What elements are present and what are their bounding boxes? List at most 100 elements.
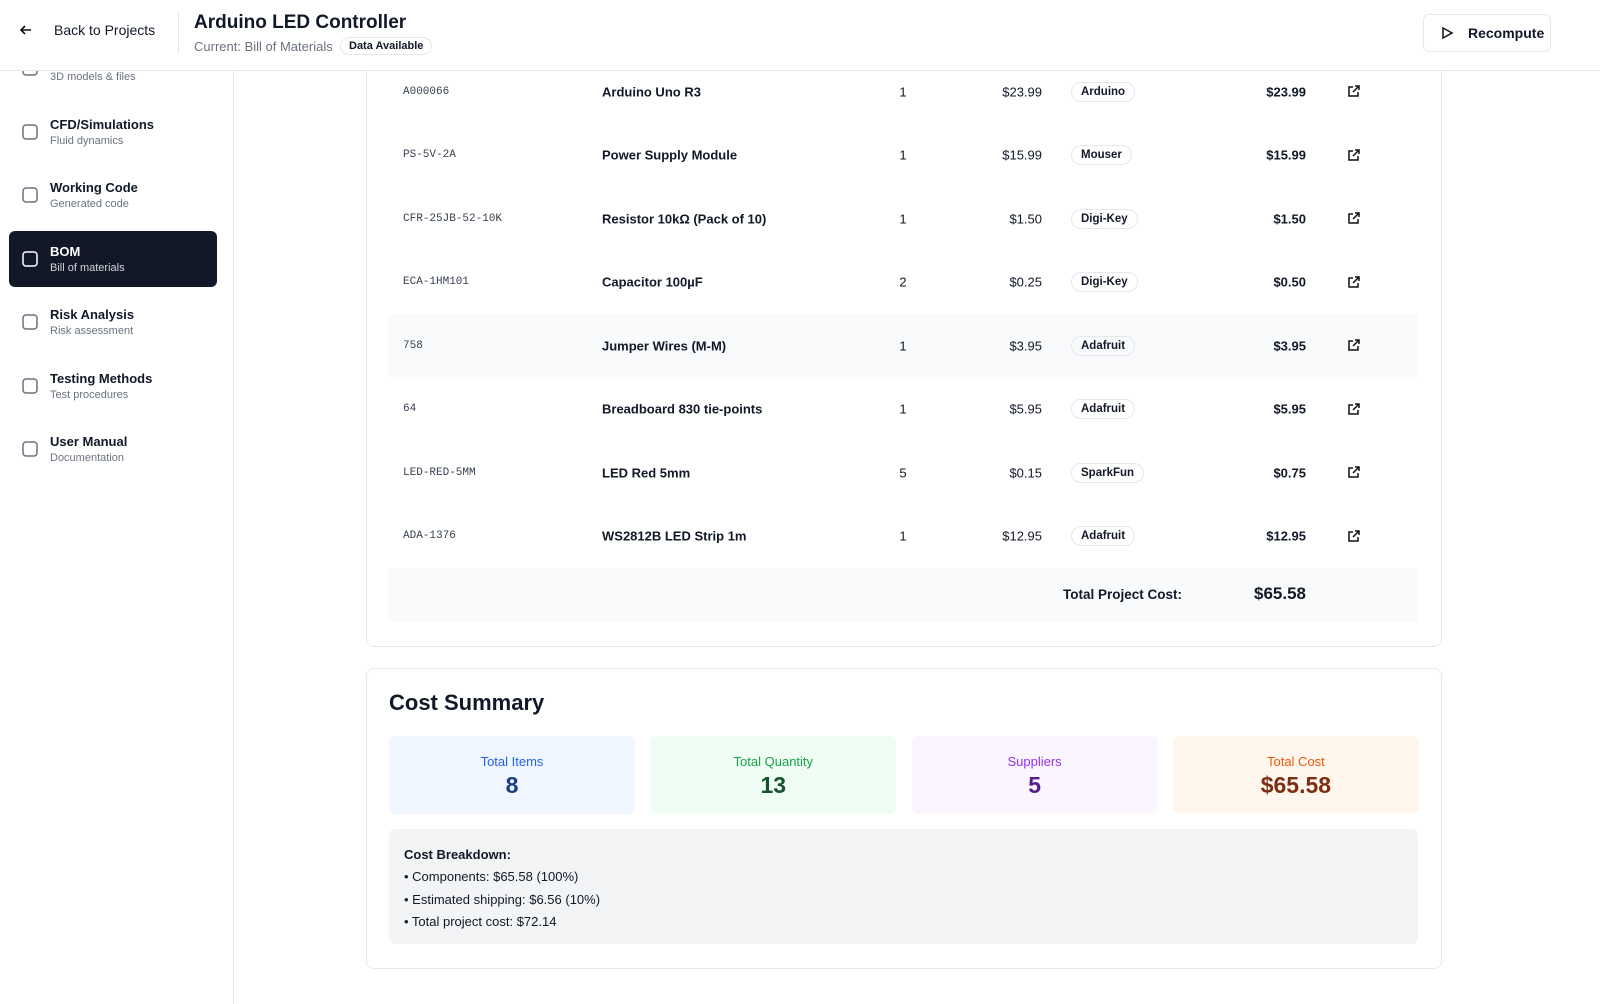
header: Back to Projects Arduino LED Controller … (0, 0, 1600, 71)
part-number: A000066 (403, 85, 450, 98)
part-name: Power Supply Module (602, 147, 738, 163)
part-number: ECA-1HM101 (403, 276, 470, 288)
part-name: LED Red 5mm (602, 465, 691, 480)
part-name: Resistor 10kΩ (Pack of 10) (602, 211, 767, 226)
part-number: 758 (403, 339, 423, 352)
part-number: PS-5V-2A (403, 149, 456, 161)
stat-value: $65.58 (1260, 772, 1332, 798)
summary-title: Cost Summary (389, 690, 545, 715)
unit-price: $3.95 (1009, 338, 1042, 353)
total-row: Total Project Cost: $65.58 (388, 568, 1418, 622)
line-total: $3.95 (1273, 338, 1306, 353)
table-row: ECA-1HM101 Capacitor 100µF 2 $0.25 Digi-Key $… (388, 251, 1418, 314)
nav-icon (22, 314, 38, 330)
nav-icon (22, 377, 38, 394)
recompute-button[interactable]: Recompute (1423, 14, 1551, 52)
supplier: Mouser (1071, 145, 1132, 165)
breakdown-line: • Estimated shipping: $6.56 (10%) (404, 891, 601, 907)
back-label: Back to Projects (54, 22, 156, 38)
stat-card: Total Quantity 13 (650, 736, 897, 814)
unit-price: $0.15 (1009, 465, 1042, 480)
unit-price: $5.95 (1009, 401, 1042, 417)
nav-label: BOM (50, 243, 81, 259)
nav-sub: 3D models & files (50, 71, 136, 83)
nav-item[interactable]: BOM Bill of materials (9, 230, 217, 287)
nav-item[interactable]: User Manual Documentation (9, 421, 217, 477)
external-link[interactable] (1346, 274, 1362, 290)
divider (178, 12, 179, 54)
nav-item[interactable]: Risk Analysis Risk assessment (9, 294, 217, 350)
nav-label: User Manual (50, 434, 128, 449)
stat-label: Total Cost (1266, 754, 1325, 769)
supplier: Digi-Key (1071, 272, 1138, 292)
nav-label: CFD/Simulations (50, 116, 155, 132)
nav-sub: Documentation (50, 452, 124, 464)
total-value: $65.58 (1254, 584, 1306, 603)
quantity: 5 (899, 465, 907, 480)
quantity: 1 (899, 401, 907, 417)
stat-label: Total Items (480, 754, 544, 769)
play-icon (1442, 26, 1454, 40)
part-name: WS2812B LED Strip 1m (602, 528, 747, 544)
stat-card: Total Cost $65.58 (1172, 736, 1419, 814)
line-total: $23.99 (1266, 84, 1306, 99)
back-icon (19, 25, 31, 35)
part-name: Arduino Uno R3 (602, 84, 701, 99)
breakdown-box: Cost Breakdown: • Components: $65.58 (100… (389, 829, 1418, 944)
breakdown-title: Cost Breakdown: (404, 847, 511, 862)
part-number: 64 (403, 403, 417, 415)
nav-icon (22, 123, 38, 140)
part-name: Jumper Wires (M-M) (602, 338, 727, 353)
stat-value: 5 (1028, 772, 1041, 798)
link-icon (1348, 148, 1360, 161)
quantity: 1 (899, 528, 907, 544)
link-icon (1348, 339, 1360, 351)
external-link[interactable] (1346, 210, 1362, 226)
external-link[interactable] (1346, 464, 1362, 480)
stat-label: Suppliers (1007, 754, 1062, 769)
external-link[interactable] (1346, 401, 1362, 417)
unit-price: $0.25 (1009, 274, 1042, 290)
nav-icon (22, 250, 38, 267)
quantity: 2 (899, 274, 907, 290)
unit-price: $12.95 (1002, 528, 1042, 544)
stat-card: Suppliers 5 (911, 736, 1158, 814)
line-total: $1.50 (1273, 211, 1306, 226)
nav-sub: Generated code (50, 198, 129, 210)
table-row: 758 Jumper Wires (M-M) 1 $3.95 Adafruit $3.95 (388, 314, 1418, 377)
stat-label: Total Quantity (733, 754, 814, 769)
nav-icon (22, 187, 38, 203)
quantity: 1 (899, 338, 907, 353)
sidebar: CAD3D models & filesCFD/SimulationsFluid… (0, 0, 234, 1004)
unit-price: $15.99 (1002, 147, 1042, 163)
table-row: CFR-25JB-52-10K Resistor 10kΩ (Pack of 10… (388, 187, 1418, 250)
supplier: Arduino (1071, 81, 1136, 102)
back-button[interactable]: Back to Projects (18, 22, 155, 38)
table-row: ADA-1376 WS2812B LED Strip 1m 1 $12.95 Adafr… (388, 505, 1418, 568)
project-title: Arduino LED Controller (194, 12, 407, 33)
external-link[interactable] (1346, 528, 1362, 544)
nav-item[interactable]: Working Code Generated code (9, 167, 217, 223)
table-row: A000066 Arduino Uno R3 1 $23.99 Arduino $23.9… (388, 60, 1418, 123)
part-name: Breadboard 830 tie-points (602, 401, 763, 417)
table-row: LED-RED-5MM LED Red 5mm 5 $0.15 SparkFun $0.7… (388, 441, 1418, 504)
link-icon (1348, 212, 1360, 224)
external-link[interactable] (1346, 83, 1362, 99)
unit-price: $23.99 (1002, 84, 1042, 99)
external-link[interactable] (1346, 337, 1362, 353)
part-number: CFR-25JB-52-10K (403, 212, 503, 225)
nav-item[interactable]: Testing Methods Test procedures (9, 358, 217, 414)
link-icon (1348, 85, 1360, 97)
recompute-label: Recompute (1468, 25, 1545, 41)
nav-label: Risk Analysis (50, 307, 135, 322)
nav-sub: Risk assessment (50, 325, 134, 337)
external-link[interactable] (1346, 147, 1362, 163)
supplier: SparkFun (1071, 462, 1145, 483)
stat-value: 13 (760, 772, 787, 798)
link-icon (1348, 275, 1360, 288)
supplier: Adafruit (1071, 399, 1136, 419)
nav-icon (22, 441, 38, 457)
table-row: PS-5V-2A Power Supply Module 1 $15.99 Mouser… (388, 124, 1418, 187)
nav-item[interactable]: CFD/Simulations Fluid dynamics (9, 104, 217, 160)
